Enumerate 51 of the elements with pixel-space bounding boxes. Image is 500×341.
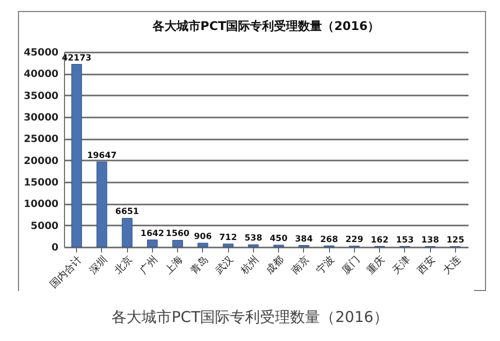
x-tick-label: 武汉 (213, 254, 236, 276)
data-label: 19647 (87, 150, 117, 161)
x-tick-label: 广州 (138, 254, 160, 276)
bar (222, 244, 234, 248)
data-label: 450 (270, 234, 288, 244)
y-tick-label: 35000 (24, 90, 59, 102)
data-label: 384 (295, 234, 313, 244)
x-tick-label: 青岛 (188, 254, 211, 276)
bar (172, 240, 183, 248)
y-tick-label: 20000 (24, 156, 59, 167)
x-tick-label: 国内合计 (48, 254, 84, 291)
x-tick-label: 大连 (440, 254, 464, 276)
x-tick-label: 北京 (112, 254, 135, 276)
bar (71, 64, 82, 248)
bar (122, 218, 132, 248)
x-tick-label: 成都 (264, 254, 286, 276)
data-label: 268 (320, 234, 338, 245)
bar (198, 242, 208, 248)
x-tick-label: 深圳 (87, 254, 110, 276)
x-tick-label: 天津 (390, 254, 413, 276)
bar (248, 244, 259, 248)
data-label: 162 (370, 235, 389, 246)
data-label: 1642 (140, 228, 164, 239)
x-tick-label: 重庆 (364, 254, 388, 276)
data-label: 906 (194, 232, 212, 242)
data-label: 538 (244, 234, 262, 244)
data-label: 6651 (115, 207, 140, 218)
data-label: 229 (346, 235, 364, 246)
text: 各大城市PCT国际专利受理数量（2016） (110, 308, 390, 327)
data-label: 1560 (166, 229, 190, 240)
y-tick-label: 45000 (24, 48, 59, 58)
x-tick-label: 宁波 (314, 254, 337, 276)
y-tick-label: 15000 (24, 178, 59, 188)
bar (96, 162, 108, 248)
x-tick-label: 南京 (289, 254, 312, 276)
bar (147, 240, 158, 248)
y-tick-label: 30000 (24, 112, 59, 124)
y-tick-label: 5000 (30, 220, 59, 232)
data-label: 138 (421, 235, 440, 246)
y-tick-label: 25000 (24, 134, 59, 146)
data-label: 712 (219, 232, 238, 243)
y-tick-label: 40000 (24, 69, 59, 80)
data-label: 153 (396, 235, 414, 246)
x-tick-label: 西安 (415, 254, 438, 276)
y-tick-label: 10000 (24, 199, 59, 210)
data-label: 125 (446, 235, 464, 246)
chart-title: 各大城市PCT国际专利受理数量（2016） (151, 19, 380, 33)
x-tick-label: 杭州 (238, 254, 262, 278)
x-tick-label: 厦门 (340, 254, 362, 276)
y-tick-label: 0 (52, 242, 59, 254)
x-tick-label: 上海 (162, 254, 186, 276)
